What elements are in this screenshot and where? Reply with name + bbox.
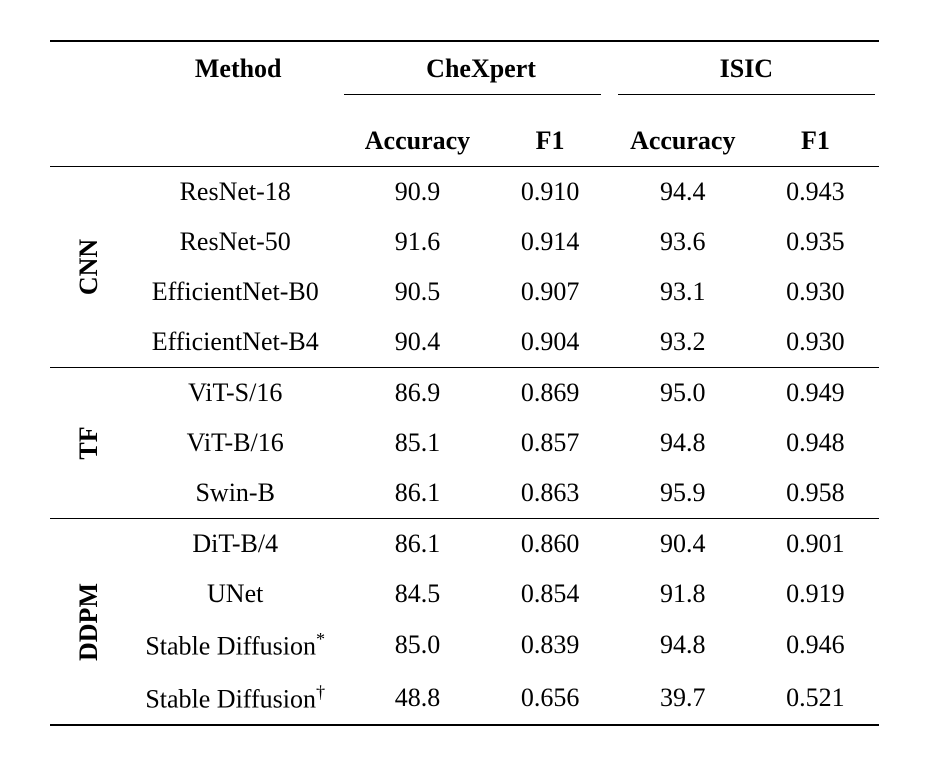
method-cell: ResNet-50: [128, 217, 348, 267]
cell-chexpert-f1: 0.860: [487, 519, 614, 570]
method-cell: Swin-B: [128, 468, 348, 519]
cell-chexpert-acc: 90.5: [348, 267, 486, 317]
cell-chexpert-acc: 85.0: [348, 619, 486, 672]
method-cell: ResNet-18: [128, 167, 348, 218]
cell-chexpert-acc: 91.6: [348, 217, 486, 267]
cell-isic-f1: 0.943: [752, 167, 879, 218]
cell-isic-f1: 0.948: [752, 418, 879, 468]
method-cell: DiT-B/4: [128, 519, 348, 570]
method-cell: EfficientNet-B0: [128, 267, 348, 317]
cell-chexpert-f1: 0.869: [487, 368, 614, 419]
cell-isic-acc: 94.8: [614, 619, 752, 672]
cell-chexpert-f1: 0.854: [487, 569, 614, 619]
header-cmidrule: [50, 94, 879, 114]
group-label-ddpm: DDPM: [50, 519, 128, 726]
method-superscript: *: [316, 629, 325, 649]
cell-isic-f1: 0.930: [752, 267, 879, 317]
cell-chexpert-f1: 0.839: [487, 619, 614, 672]
cell-isic-acc: 90.4: [614, 519, 752, 570]
cell-isic-acc: 93.2: [614, 317, 752, 368]
col-chexpert-acc: Accuracy: [348, 114, 486, 167]
cell-isic-f1: 0.958: [752, 468, 879, 519]
cell-chexpert-acc: 84.5: [348, 569, 486, 619]
cell-isic-f1: 0.935: [752, 217, 879, 267]
cell-chexpert-f1: 0.907: [487, 267, 614, 317]
cell-isic-acc: 93.6: [614, 217, 752, 267]
cell-isic-acc: 95.9: [614, 468, 752, 519]
cell-chexpert-acc: 86.1: [348, 468, 486, 519]
cell-chexpert-f1: 0.656: [487, 672, 614, 726]
cell-chexpert-f1: 0.857: [487, 418, 614, 468]
cell-chexpert-acc: 90.9: [348, 167, 486, 218]
method-cell: ViT-S/16: [128, 368, 348, 419]
method-cell: ViT-B/16: [128, 418, 348, 468]
group-label-tf: TF: [50, 368, 128, 519]
col-isic-f1: F1: [752, 114, 879, 167]
cell-chexpert-f1: 0.914: [487, 217, 614, 267]
cell-chexpert-acc: 85.1: [348, 418, 486, 468]
cell-chexpert-f1: 0.910: [487, 167, 614, 218]
cell-isic-acc: 93.1: [614, 267, 752, 317]
cell-chexpert-acc: 48.8: [348, 672, 486, 726]
cell-isic-f1: 0.949: [752, 368, 879, 419]
cell-chexpert-acc: 86.1: [348, 519, 486, 570]
col-chexpert: CheXpert: [348, 41, 613, 94]
cell-chexpert-acc: 90.4: [348, 317, 486, 368]
col-isic: ISIC: [614, 41, 879, 94]
cell-isic-acc: 95.0: [614, 368, 752, 419]
method-superscript: †: [316, 682, 325, 702]
method-cell: EfficientNet-B4: [128, 317, 348, 368]
cell-isic-f1: 0.919: [752, 569, 879, 619]
cell-isic-acc: 39.7: [614, 672, 752, 726]
method-cell: Stable Diffusion†: [128, 672, 348, 726]
cell-isic-f1: 0.930: [752, 317, 879, 368]
cell-isic-acc: 94.4: [614, 167, 752, 218]
cell-isic-f1: 0.901: [752, 519, 879, 570]
method-cell: Stable Diffusion*: [128, 619, 348, 672]
col-isic-acc: Accuracy: [614, 114, 752, 167]
results-table: MethodCheXpertISICAccuracyF1AccuracyF1CN…: [50, 40, 879, 726]
cell-isic-acc: 94.8: [614, 418, 752, 468]
cell-isic-f1: 0.521: [752, 672, 879, 726]
cell-isic-acc: 91.8: [614, 569, 752, 619]
cell-chexpert-f1: 0.904: [487, 317, 614, 368]
col-method: Method: [128, 41, 348, 94]
group-label-cnn: CNN: [50, 167, 128, 368]
cell-isic-f1: 0.946: [752, 619, 879, 672]
cell-chexpert-f1: 0.863: [487, 468, 614, 519]
cell-chexpert-acc: 86.9: [348, 368, 486, 419]
col-chexpert-f1: F1: [487, 114, 614, 167]
method-cell: UNet: [128, 569, 348, 619]
